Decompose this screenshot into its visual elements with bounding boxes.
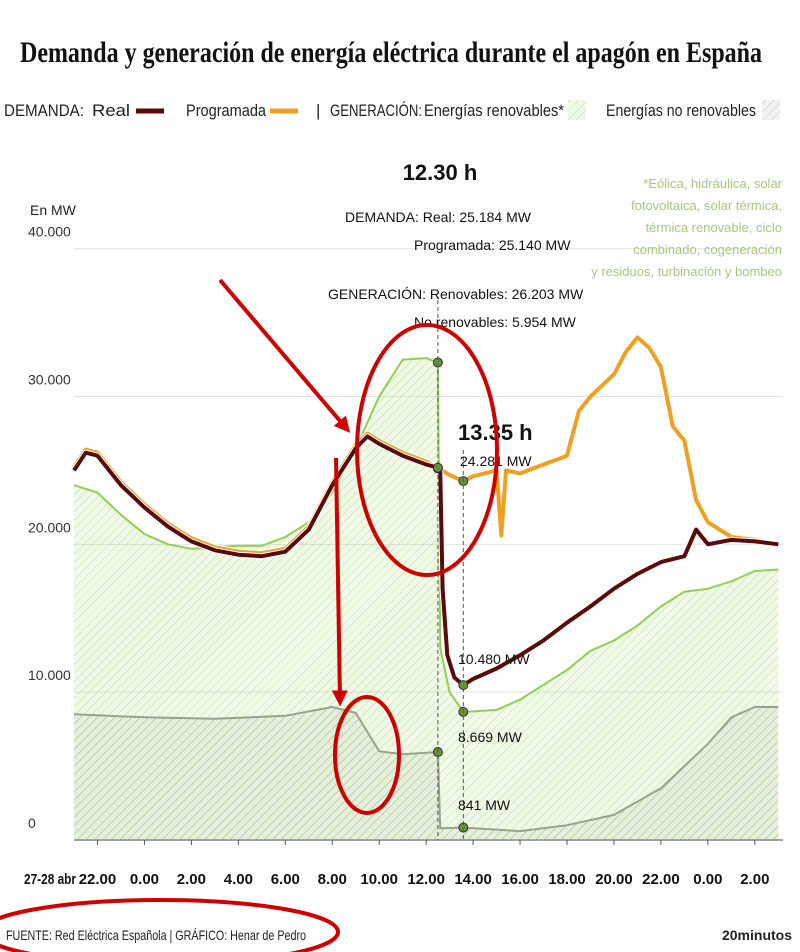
annotation: 10.480 MW xyxy=(458,651,530,667)
x-tick-label: 8.00 xyxy=(318,871,347,888)
footnote: y residuos, turbinación y bombeo xyxy=(591,264,782,279)
annotation: 8.669 MW xyxy=(458,729,523,745)
red-circle xyxy=(333,695,401,815)
x-tick-label: 12.00 xyxy=(407,871,445,888)
y-tick-label: 10.000 xyxy=(28,667,71,683)
area xyxy=(74,358,779,840)
legend-label: Energías renovables* xyxy=(424,101,564,120)
x-tick-label: 0.00 xyxy=(693,871,722,888)
legend-label: Energías no renovables xyxy=(606,101,756,120)
y-tick-label: 20.000 xyxy=(28,519,71,535)
x-tick-label: 22.00 xyxy=(79,871,117,888)
x-tick-label: 0.00 xyxy=(130,871,159,888)
x-tick-label: 18.00 xyxy=(548,871,586,888)
x-tick-label: 4.00 xyxy=(224,871,253,888)
chart-title: Demanda y generación de energía eléctric… xyxy=(20,36,762,69)
plot: 0 10.000 20.000 30.000 40.000 22.00 0.00 2.00 4.… xyxy=(28,96,783,888)
legend-swatch xyxy=(762,100,780,120)
y-tick-label: 40.000 xyxy=(28,224,71,240)
red-arrow xyxy=(331,457,348,707)
annotation: GENERACIÓN: Renovables: 26.203 MW xyxy=(328,286,584,302)
x-tick-label: 20.00 xyxy=(595,871,633,888)
x-tick-label: 10.00 xyxy=(360,871,398,888)
legend-group: GENERACIÓN: xyxy=(330,101,422,120)
y-axis-label: En MW xyxy=(30,202,77,218)
annotation: DEMANDA: Real: 25.184 MW xyxy=(345,209,532,225)
legend-separator: | xyxy=(316,101,320,120)
legend-label: Real xyxy=(92,101,130,120)
red-circle xyxy=(355,323,499,577)
x-tick-label: 22.00 xyxy=(642,871,680,888)
y-tick-label: 30.000 xyxy=(28,372,71,388)
x-tick-label: 14.00 xyxy=(454,871,492,888)
highlight-dot xyxy=(458,680,469,691)
x-tick-label: 6.00 xyxy=(271,871,300,888)
y-tick-label: 0 xyxy=(28,815,36,831)
x-tick-label: 2.00 xyxy=(177,871,206,888)
annotation: Programada: 25.140 MW xyxy=(414,237,571,253)
date-label: 27-28 abr xyxy=(24,871,76,888)
footnote: fotovoltaica, solar térmica, xyxy=(631,198,782,213)
footnote: *Eólica, hidráulica, solar xyxy=(643,176,782,191)
red-circle xyxy=(0,898,340,952)
highlight-dot xyxy=(432,462,443,473)
annotation: No renovables: 5.954 MW xyxy=(414,314,577,330)
x-tick-label: 16.00 xyxy=(501,871,539,888)
red-arrow xyxy=(218,278,351,433)
annotation: 12.30 h xyxy=(403,160,478,185)
legend-swatch xyxy=(568,100,586,120)
x-tick-label: 2.00 xyxy=(740,871,769,888)
legend-label: Programada xyxy=(186,101,266,120)
source: FUENTE: Red Eléctrica Española | GRÁFICO… xyxy=(6,927,306,943)
footnote: combinado, cogeneración xyxy=(633,242,782,257)
footnote: térmica renovable, ciclo xyxy=(645,220,782,235)
red-markup xyxy=(0,278,499,952)
legend-group: DEMANDA: xyxy=(4,101,84,120)
brand: 20minutos xyxy=(722,927,792,943)
annotation: 841 MW xyxy=(458,797,511,813)
